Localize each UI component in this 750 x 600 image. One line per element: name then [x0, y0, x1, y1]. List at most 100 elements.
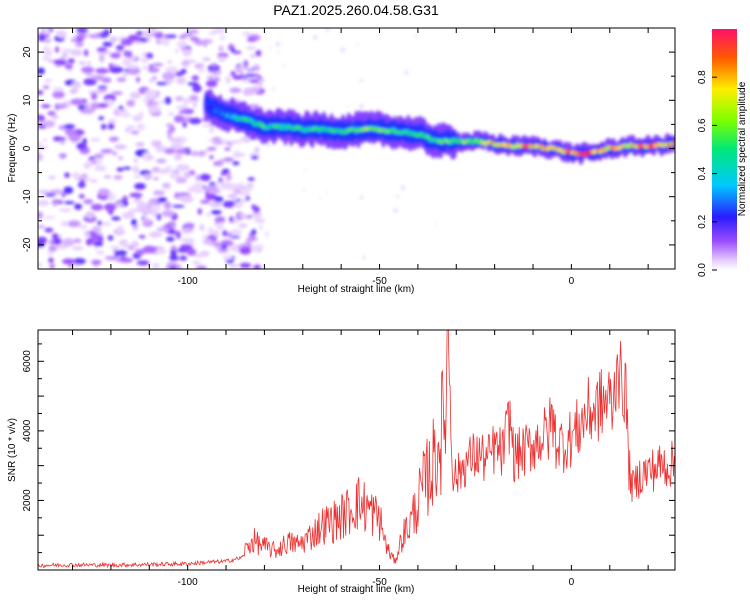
noise-cell — [38, 236, 48, 244]
noise-cell — [208, 125, 215, 134]
noise-cell — [48, 245, 57, 252]
noise-cell — [122, 211, 135, 219]
noise-cell — [152, 76, 158, 80]
noise-cell — [62, 238, 75, 247]
noise-cell — [96, 47, 108, 52]
noise-cell — [183, 171, 192, 179]
noise-cell — [38, 154, 44, 161]
noise-cell — [59, 139, 66, 145]
ridge-core — [425, 134, 431, 139]
noise-cell — [192, 84, 202, 93]
noise-cell — [156, 81, 168, 86]
noise-cell — [170, 143, 184, 151]
colorbar-tick-label: 0.8 — [697, 70, 708, 84]
y-tick-label: 4000 — [22, 419, 33, 442]
noise-cell — [359, 195, 364, 200]
noise-cell — [134, 182, 146, 190]
noise-cell — [53, 237, 62, 245]
noise-cell — [81, 66, 95, 74]
noise-cell — [38, 262, 43, 267]
noise-cell — [266, 143, 271, 148]
noise-cell — [224, 180, 227, 183]
noise-cell — [143, 173, 153, 181]
noise-cell — [250, 155, 259, 160]
noise-cell — [119, 257, 133, 263]
noise-cell — [205, 193, 217, 201]
chart-title: PAZ1.2025.260.04.58.G31 — [273, 2, 439, 18]
noise-cell — [126, 124, 136, 131]
noise-cell — [76, 142, 87, 150]
noise-cell — [75, 41, 84, 48]
noise-cell — [325, 28, 330, 32]
noise-cell — [178, 110, 190, 114]
noise-cell — [211, 28, 226, 34]
noise-cell — [51, 114, 59, 119]
noise-cell — [63, 186, 74, 194]
noise-cell — [154, 31, 164, 39]
noise-cell — [52, 91, 65, 99]
noise-cell — [217, 187, 221, 191]
noise-cell — [355, 43, 359, 46]
noise-cell — [167, 112, 175, 116]
noise-cell — [201, 123, 214, 128]
noise-cell — [38, 90, 44, 95]
noise-cell — [114, 144, 127, 150]
noise-cell — [319, 197, 322, 200]
noise-cell — [73, 238, 82, 244]
noise-cell — [152, 210, 158, 218]
noise-cell — [213, 196, 224, 203]
x-tick-label: -50 — [372, 577, 387, 588]
colorbar-ticks: 0.0 0.2 0.4 0.6 0.8 — [697, 70, 717, 277]
noise-cell — [209, 200, 223, 208]
noise-cell — [245, 195, 250, 201]
noise-cell — [136, 260, 150, 266]
noise-cell — [103, 175, 112, 179]
noise-cell — [234, 150, 239, 156]
noise-cell — [77, 104, 86, 111]
noise-cell — [169, 255, 179, 261]
noise-cell — [230, 140, 243, 144]
noise-cell — [174, 48, 180, 53]
noise-cell — [68, 133, 82, 142]
noise-cell — [252, 64, 261, 72]
noise-cell — [232, 50, 242, 55]
noise-cell — [272, 87, 276, 91]
noise-cell — [203, 41, 208, 48]
noise-cell — [162, 182, 171, 189]
noise-cell — [142, 245, 157, 254]
noise-cell — [192, 260, 202, 265]
noise-cell — [43, 138, 48, 142]
noise-cell — [187, 59, 197, 63]
noise-cell — [362, 255, 366, 260]
noise-cell — [97, 188, 110, 196]
noise-cell — [166, 80, 173, 84]
noise-cell — [48, 257, 54, 264]
y-tick-label: -20 — [22, 237, 33, 252]
noise-cell — [163, 201, 172, 210]
noise-cell — [255, 50, 262, 57]
noise-cell — [92, 74, 106, 81]
x-tick-label: -100 — [178, 276, 198, 287]
noise-cell — [182, 121, 187, 128]
noise-cell — [227, 162, 230, 165]
colorbar-tick-label: 0.6 — [697, 118, 708, 132]
noise-cell — [156, 158, 167, 164]
noise-cell — [103, 203, 117, 212]
spectrogram-y-axis-label: Frequency (Hz) — [7, 114, 18, 183]
noise-cell — [340, 47, 346, 53]
noise-cell — [238, 222, 248, 229]
noise-cell — [210, 210, 222, 215]
colorbar-gradient — [712, 29, 737, 270]
noise-cell — [57, 30, 67, 39]
noise-cell — [239, 262, 252, 269]
noise-cell — [83, 177, 91, 181]
noise-cell — [222, 200, 236, 208]
noise-cell — [210, 63, 218, 69]
noise-cell — [43, 48, 53, 56]
noise-cell — [183, 98, 188, 106]
noise-cell — [60, 220, 68, 227]
noise-cell — [149, 199, 157, 203]
noise-cell — [167, 34, 177, 39]
noise-cell — [49, 189, 64, 195]
noise-cell — [71, 172, 80, 179]
